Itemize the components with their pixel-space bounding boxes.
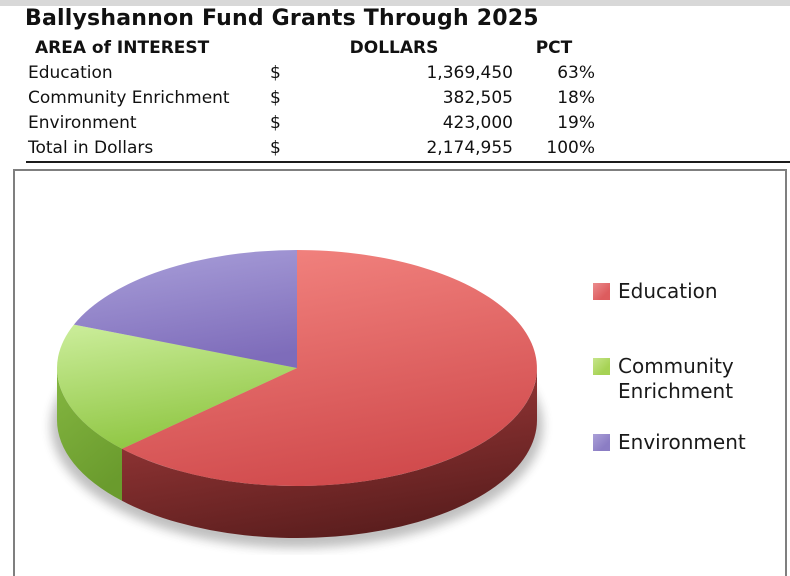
window-edge	[0, 0, 790, 6]
legend-label: Community Enrichment	[618, 354, 734, 403]
legend-swatch-red	[593, 283, 610, 300]
header-pct[interactable]: PCT	[535, 38, 573, 58]
cell-area[interactable]: Community Enrichment	[28, 88, 230, 108]
cell-currency[interactable]: $	[270, 138, 281, 158]
cell-currency[interactable]: $	[270, 63, 281, 83]
cell-pct[interactable]: 19%	[557, 113, 595, 133]
table-header-row: AREA of INTEREST DOLLARS PCT	[28, 36, 595, 61]
legend-item-environment[interactable]: Environment	[593, 430, 756, 455]
header-dollars[interactable]: DOLLARS	[349, 38, 439, 58]
cell-pct[interactable]: 100%	[546, 138, 595, 158]
cell-pct[interactable]: 63%	[557, 63, 595, 83]
cell-area[interactable]: Total in Dollars	[28, 138, 154, 158]
sheet-title: Ballyshannon Fund Grants Through 2025	[25, 6, 539, 31]
cell-currency[interactable]: $	[270, 88, 281, 108]
legend-item-education[interactable]: Education	[593, 279, 756, 304]
table-row-total: Total in Dollars $ 2,174,955 100%	[28, 136, 595, 161]
cell-amount[interactable]: 2,174,955	[426, 138, 513, 158]
total-underline	[26, 161, 790, 163]
grants-table: AREA of INTEREST DOLLARS PCT Education $…	[28, 36, 595, 161]
table-row-education: Education $ 1,369,450 63%	[28, 61, 595, 86]
legend-swatch-green	[593, 358, 610, 375]
cell-currency[interactable]: $	[270, 113, 281, 133]
cell-amount[interactable]: 382,505	[442, 88, 513, 108]
header-area[interactable]: AREA of INTEREST	[35, 38, 210, 58]
cell-amount[interactable]: 423,000	[442, 113, 513, 133]
header-spacer	[270, 36, 300, 61]
table-row-environment: Environment $ 423,000 19%	[28, 111, 595, 136]
legend-label: Education	[618, 279, 718, 303]
pie-chart-3d	[51, 250, 543, 548]
legend-item-community-enrichment[interactable]: Community Enrichment	[593, 354, 756, 404]
cell-amount[interactable]: 1,369,450	[426, 63, 513, 83]
chart-area[interactable]: Education Community Enrichment Environme…	[13, 169, 787, 576]
cell-pct[interactable]: 18%	[557, 88, 595, 108]
table-row-community-enrichment: Community Enrichment $ 382,505 18%	[28, 86, 595, 111]
legend-label: Environment	[618, 430, 746, 454]
cell-area[interactable]: Environment	[28, 113, 137, 133]
legend-swatch-purple	[593, 434, 610, 451]
cell-area[interactable]: Education	[28, 63, 113, 83]
